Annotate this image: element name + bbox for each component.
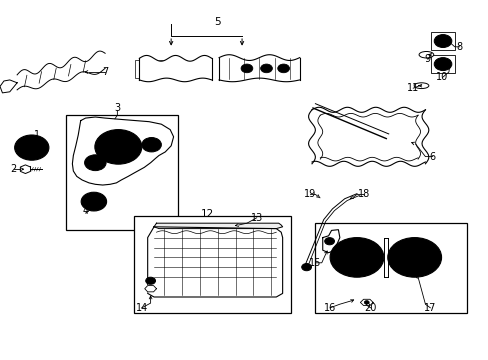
Text: 10: 10 bbox=[435, 72, 448, 82]
Circle shape bbox=[407, 252, 421, 263]
Circle shape bbox=[433, 58, 451, 71]
Circle shape bbox=[349, 252, 364, 263]
Circle shape bbox=[87, 197, 101, 207]
Circle shape bbox=[84, 155, 106, 171]
Circle shape bbox=[91, 200, 96, 203]
Text: 13: 13 bbox=[250, 213, 263, 223]
Circle shape bbox=[364, 301, 368, 304]
Bar bbox=[315, 223, 466, 313]
Text: 3: 3 bbox=[114, 103, 120, 113]
Circle shape bbox=[103, 136, 133, 158]
Polygon shape bbox=[322, 230, 339, 253]
Text: 18: 18 bbox=[357, 189, 370, 199]
Circle shape bbox=[433, 35, 451, 48]
Circle shape bbox=[90, 159, 100, 166]
Bar bbox=[157, 60, 165, 78]
Polygon shape bbox=[144, 285, 156, 292]
Circle shape bbox=[15, 135, 49, 160]
Circle shape bbox=[395, 244, 432, 271]
Circle shape bbox=[81, 192, 106, 211]
Text: 1: 1 bbox=[34, 130, 40, 140]
Circle shape bbox=[22, 140, 41, 155]
Bar bbox=[135, 60, 143, 78]
Text: 2: 2 bbox=[11, 164, 17, 174]
Circle shape bbox=[112, 143, 124, 151]
Circle shape bbox=[437, 37, 447, 45]
Text: 16: 16 bbox=[323, 303, 336, 313]
Text: 4: 4 bbox=[82, 206, 88, 216]
Circle shape bbox=[437, 60, 447, 68]
Text: 7: 7 bbox=[102, 67, 108, 77]
Text: 14: 14 bbox=[135, 303, 148, 313]
Bar bbox=[190, 61, 198, 77]
Circle shape bbox=[324, 238, 334, 245]
Text: 15: 15 bbox=[308, 258, 321, 268]
Circle shape bbox=[28, 145, 36, 150]
Text: 12: 12 bbox=[201, 209, 214, 219]
Circle shape bbox=[301, 264, 311, 271]
Text: 8: 8 bbox=[456, 42, 462, 52]
Circle shape bbox=[146, 141, 156, 148]
Bar bbox=[168, 60, 176, 78]
Circle shape bbox=[145, 277, 155, 284]
Text: 9: 9 bbox=[424, 54, 430, 64]
Bar bbox=[134, 216, 290, 313]
Text: 6: 6 bbox=[429, 152, 435, 162]
Polygon shape bbox=[0, 80, 17, 93]
Polygon shape bbox=[147, 227, 282, 297]
Circle shape bbox=[264, 67, 268, 70]
Circle shape bbox=[277, 64, 289, 73]
Text: 11: 11 bbox=[406, 83, 419, 93]
Text: 17: 17 bbox=[423, 303, 436, 313]
Circle shape bbox=[260, 64, 272, 73]
Circle shape bbox=[281, 67, 285, 70]
Bar bbox=[430, 32, 454, 50]
Bar bbox=[179, 60, 187, 78]
Circle shape bbox=[95, 130, 142, 164]
Text: 5: 5 bbox=[214, 17, 221, 27]
Ellipse shape bbox=[413, 83, 428, 89]
Circle shape bbox=[241, 64, 252, 73]
Polygon shape bbox=[360, 299, 372, 306]
Circle shape bbox=[387, 238, 441, 277]
Bar bbox=[430, 55, 454, 73]
Bar bbox=[66, 115, 178, 230]
Polygon shape bbox=[72, 117, 173, 185]
Circle shape bbox=[244, 67, 249, 70]
Circle shape bbox=[329, 238, 383, 277]
Polygon shape bbox=[20, 165, 30, 174]
Text: 19: 19 bbox=[304, 189, 316, 199]
Circle shape bbox=[338, 244, 375, 271]
Circle shape bbox=[142, 138, 161, 152]
Text: 20: 20 bbox=[364, 303, 376, 313]
Bar bbox=[146, 60, 154, 78]
Bar bbox=[201, 61, 209, 77]
Polygon shape bbox=[154, 223, 282, 229]
Ellipse shape bbox=[418, 51, 433, 58]
